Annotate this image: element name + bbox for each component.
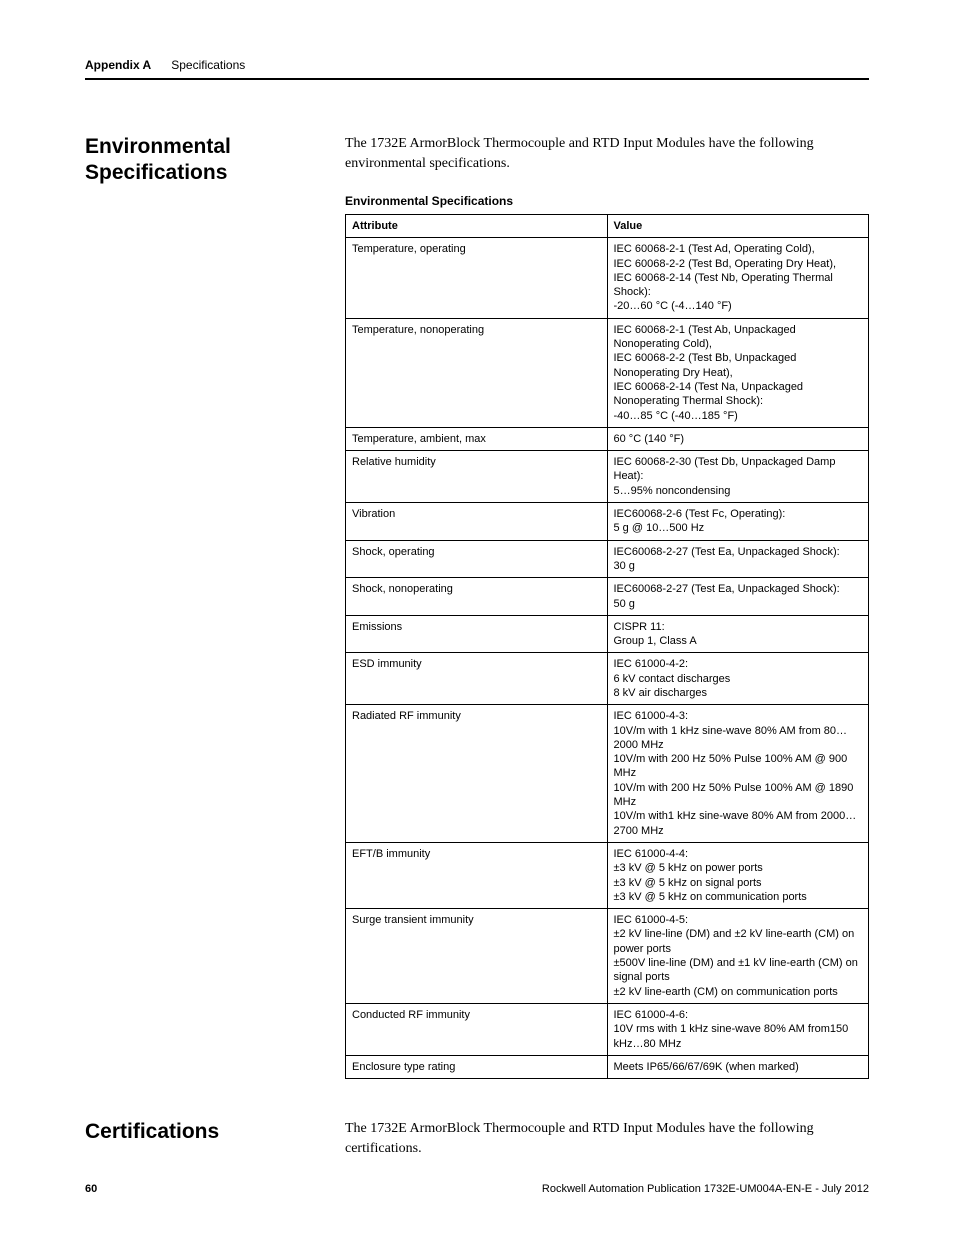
cell-value: IEC60068-2-27 (Test Ea, Unpackaged Shock… [607,540,869,578]
cert-intro: The 1732E ArmorBlock Thermocouple and RT… [345,1119,869,1160]
table-row: Radiated RF immunityIEC 61000-4-3: 10V/m… [346,705,869,843]
cell-attribute: Vibration [346,503,608,541]
table-row: Temperature, operatingIEC 60068-2-1 (Tes… [346,238,869,318]
cell-attribute: Conducted RF immunity [346,1003,608,1055]
cell-attribute: EFT/B immunity [346,842,608,908]
table-row: Conducted RF immunityIEC 61000-4-6: 10V … [346,1003,869,1055]
cell-value: IEC 60068-2-30 (Test Db, Unpackaged Damp… [607,451,869,503]
cell-attribute: Temperature, ambient, max [346,427,608,450]
cell-value: IEC 61000-4-5: ±2 kV line-line (DM) and … [607,909,869,1004]
table-row: ESD immunityIEC 61000-4-2: 6 kV contact … [346,653,869,705]
cell-value: IEC60068-2-6 (Test Fc, Operating): 5 g @… [607,503,869,541]
table-row: Temperature, ambient, max60 °C (140 °F) [346,427,869,450]
cell-attribute: Enclosure type rating [346,1055,608,1078]
table-header-row: Attribute Value [346,214,869,237]
running-header: Appendix A Specifications [85,58,869,80]
env-table-caption: Environmental Specifications [345,193,869,210]
env-body: The 1732E ArmorBlock Thermocouple and RT… [345,134,869,1079]
cell-value: IEC 61000-4-3: 10V/m with 1 kHz sine-wav… [607,705,869,843]
col-value: Value [607,214,869,237]
cell-attribute: Emissions [346,615,608,653]
header-appendix: Appendix A [85,58,151,72]
page-number: 60 [85,1183,97,1195]
cell-value: IEC60068-2-27 (Test Ea, Unpackaged Shock… [607,578,869,616]
cell-value: IEC 60068-2-1 (Test Ab, Unpackaged Nonop… [607,318,869,427]
header-title: Specifications [171,58,245,72]
table-row: Temperature, nonoperatingIEC 60068-2-1 (… [346,318,869,427]
page-footer: 60 Rockwell Automation Publication 1732E… [85,1183,869,1195]
table-row: EmissionsCISPR 11: Group 1, Class A [346,615,869,653]
cell-value: 60 °C (140 °F) [607,427,869,450]
page: Appendix A Specifications Environmental … [0,0,954,1160]
table-row: EFT/B immunityIEC 61000-4-4: ±3 kV @ 5 k… [346,842,869,908]
col-attribute: Attribute [346,214,608,237]
cell-attribute: Shock, operating [346,540,608,578]
table-row: Shock, nonoperatingIEC60068-2-27 (Test E… [346,578,869,616]
table-row: Surge transient immunityIEC 61000-4-5: ±… [346,909,869,1004]
env-heading: Environmental Specifications [85,134,305,187]
publication-info: Rockwell Automation Publication 1732E-UM… [542,1183,869,1195]
cert-heading: Certifications [85,1119,305,1145]
cell-attribute: Surge transient immunity [346,909,608,1004]
cell-value: IEC 61000-4-6: 10V rms with 1 kHz sine-w… [607,1003,869,1055]
section-env: Environmental Specifications The 1732E A… [85,134,869,1079]
cell-attribute: Shock, nonoperating [346,578,608,616]
section-cert: Certifications The 1732E ArmorBlock Ther… [85,1119,869,1160]
cell-value: CISPR 11: Group 1, Class A [607,615,869,653]
env-intro: The 1732E ArmorBlock Thermocouple and RT… [345,134,869,175]
cert-body: The 1732E ArmorBlock Thermocouple and RT… [345,1119,869,1160]
cell-attribute: Radiated RF immunity [346,705,608,843]
env-table: Attribute Value Temperature, operatingIE… [345,214,869,1079]
table-row: Shock, operatingIEC60068-2-27 (Test Ea, … [346,540,869,578]
cell-value: IEC 61000-4-2: 6 kV contact discharges 8… [607,653,869,705]
cell-attribute: Temperature, operating [346,238,608,318]
table-row: VibrationIEC60068-2-6 (Test Fc, Operatin… [346,503,869,541]
table-row: Enclosure type ratingMeets IP65/66/67/69… [346,1055,869,1078]
cell-attribute: Temperature, nonoperating [346,318,608,427]
cell-value: IEC 60068-2-1 (Test Ad, Operating Cold),… [607,238,869,318]
cell-attribute: Relative humidity [346,451,608,503]
cell-attribute: ESD immunity [346,653,608,705]
cell-value: IEC 61000-4-4: ±3 kV @ 5 kHz on power po… [607,842,869,908]
cell-value: Meets IP65/66/67/69K (when marked) [607,1055,869,1078]
table-row: Relative humidityIEC 60068-2-30 (Test Db… [346,451,869,503]
